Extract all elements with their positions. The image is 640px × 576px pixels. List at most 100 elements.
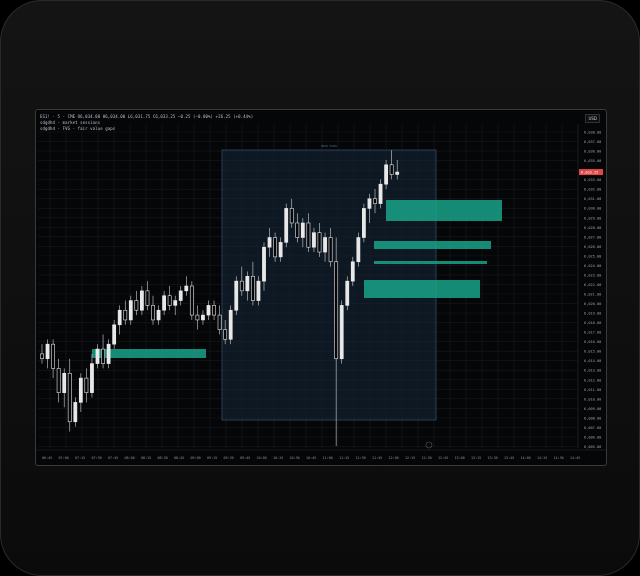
time-axis-label: 11:00 [323,456,333,460]
candle-body[interactable] [167,295,172,306]
time-axis-label: 08:45 [174,456,184,460]
candle-body[interactable] [156,309,161,321]
time-axis-label: 09:00 [191,456,201,460]
time-axis-label: 12:45 [438,456,448,460]
candle-body[interactable] [40,353,44,360]
time-axis-label: 09:30 [224,456,234,460]
candle-body[interactable] [350,261,355,282]
time-axis-label: 09:45 [240,456,250,460]
candle-body[interactable] [289,208,294,224]
candle-body[interactable] [339,305,344,360]
candle-body[interactable] [251,276,255,301]
current-price-label: 6,033.25 [581,171,598,175]
candle-body[interactable] [140,290,144,311]
candle-body[interactable] [56,368,61,393]
candle-body[interactable] [284,208,289,243]
candle-body[interactable] [228,309,233,340]
time-axis-label: 12:30 [422,456,432,460]
candle-body[interactable] [239,280,244,292]
time-axis-label: 14:30 [554,456,564,460]
candle-body[interactable] [184,285,189,292]
fvg-box[interactable] [374,241,491,249]
candle-body[interactable] [395,171,400,175]
candle-body[interactable] [201,314,205,321]
candle-body[interactable] [123,309,128,321]
candle-body[interactable] [112,324,117,345]
indicator-market-sessions[interactable]: sdgdhd - market sessions [40,120,101,125]
candle-body[interactable] [212,305,216,316]
candle-body[interactable] [317,232,322,253]
candle-body[interactable] [62,372,67,393]
time-axis-label: 08:15 [141,456,151,460]
scroll-to-realtime-icon[interactable] [425,441,433,449]
candle-body[interactable] [267,237,272,248]
candle-body[interactable] [178,290,183,301]
candle-body[interactable] [106,343,111,364]
candle-body[interactable] [256,280,261,301]
candle-body[interactable] [384,164,389,185]
indicator-fvg[interactable]: sdgdhd - FVG - fair value gaps [40,126,116,131]
price-axis-label: 6,014.00 [584,359,601,363]
candle-body[interactable] [312,232,316,248]
candle-body[interactable] [173,300,178,306]
candle-body[interactable] [78,377,83,403]
candle-body[interactable] [373,198,377,204]
candle-body[interactable] [389,164,394,175]
time-axis-label: 14:00 [521,456,531,460]
candle-body[interactable] [117,309,122,326]
candle-body[interactable] [95,348,100,364]
candle-body[interactable] [73,402,78,423]
candle-body[interactable] [234,280,239,311]
candle-body[interactable] [84,377,89,393]
price-axis-label: 6,030.00 [584,207,601,211]
candle-body[interactable] [367,198,372,209]
candle-body[interactable] [101,348,105,364]
candle-body[interactable] [217,314,222,330]
price-axis-label: 6,015.00 [584,350,601,354]
candle-body[interactable] [134,300,139,311]
candle-body[interactable] [273,237,278,258]
candle-body[interactable] [361,208,366,238]
candle-body[interactable] [206,305,211,316]
fvg-box[interactable] [374,261,487,264]
candle-body[interactable] [51,343,56,369]
candle-body[interactable] [300,222,305,238]
candle-body[interactable] [262,246,266,282]
candle-body[interactable] [323,237,327,253]
fvg-box[interactable] [386,200,502,221]
price-axis-label: 6,017.00 [584,331,601,335]
candle-body[interactable] [245,276,250,292]
candle-body[interactable] [90,363,94,393]
candle-body[interactable] [189,285,194,316]
candle-body[interactable] [128,300,133,321]
candle-body[interactable] [295,222,300,238]
candle-body[interactable] [378,183,383,204]
time-axis-label: 10:00 [257,456,267,460]
candle-body[interactable] [334,261,339,360]
chart-window[interactable]: 6,038.006,037.006,036.006,035.006,034.00… [35,109,607,466]
candle-body[interactable] [67,372,72,423]
candle-body[interactable] [223,329,228,340]
price-axis-label: 6,005.00 [584,445,601,449]
candle-body[interactable] [151,305,155,321]
time-axis-label: 11:30 [356,456,366,460]
price-chart[interactable]: 6,038.006,037.006,036.006,035.006,034.00… [36,110,606,465]
candle-body[interactable] [145,290,150,306]
time-axis-label: 14:15 [537,456,547,460]
price-axis-label: 6,023.00 [584,273,601,277]
price-axis-label: 6,006.00 [584,435,601,439]
candle-body[interactable] [306,222,311,248]
price-axis-label: 6,029.00 [584,216,601,220]
time-axis-label: 06:45 [42,456,52,460]
candle-body[interactable] [356,237,361,263]
candle-body[interactable] [162,295,167,311]
candle-body[interactable] [195,314,200,321]
candle-body[interactable] [45,343,50,360]
currency-button[interactable]: USD [585,114,600,123]
candle-body[interactable] [345,280,350,306]
time-axis-label: 11:45 [372,456,382,460]
candle-body[interactable] [328,237,333,263]
fvg-box[interactable] [92,349,206,358]
candle-body[interactable] [278,242,283,258]
fvg-box[interactable] [364,280,480,298]
